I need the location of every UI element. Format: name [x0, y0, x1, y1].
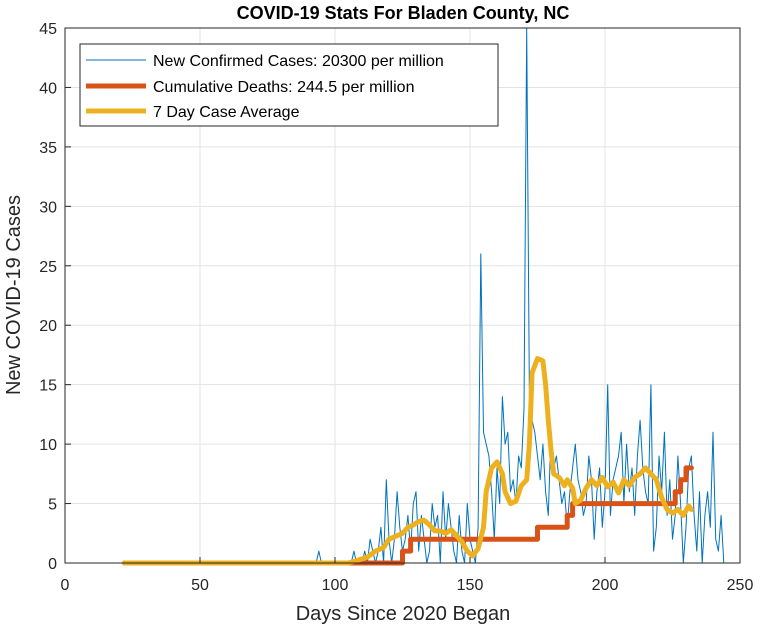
- y-tick-label: 15: [39, 378, 57, 395]
- legend-box: [79, 43, 499, 127]
- legend-label-average: 7 Day Case Average: [153, 104, 300, 121]
- y-tick-label: 25: [39, 259, 57, 276]
- legend-label-cases: New Confirmed Cases: 20300 per million: [153, 53, 444, 70]
- y-tick-label: 35: [39, 140, 57, 157]
- x-tick-label: 0: [61, 577, 70, 594]
- legend-label-deaths: Cumulative Deaths: 244.5 per million: [153, 79, 414, 96]
- series-7day-average-line: [121, 356, 694, 566]
- y-tick-label: 0: [48, 556, 57, 573]
- x-tick-label: 250: [727, 577, 754, 594]
- series-cumulative-deaths-line: [121, 465, 694, 566]
- y-tick-label: 40: [39, 80, 57, 97]
- y-tick-label: 45: [39, 21, 57, 38]
- x-tick-label: 100: [322, 577, 349, 594]
- y-tick-label: 20: [39, 318, 57, 335]
- y-tick-label: 5: [48, 497, 57, 514]
- y-tick-label: 30: [39, 199, 57, 216]
- y-tick-label: 10: [39, 437, 57, 454]
- chart-title: COVID-19 Stats For Bladen County, NC: [237, 3, 570, 23]
- tick-labels: 0 50 100 150 200 250 0 5 10 15 20 25 30 35 40 45: [39, 21, 753, 594]
- x-tick-label: 150: [457, 577, 484, 594]
- legend: New Confirmed Cases: 20300 per million C…: [79, 43, 499, 127]
- x-tick-label: 50: [191, 577, 209, 594]
- x-tick-label: 200: [592, 577, 619, 594]
- x-axis-label: Days Since 2020 Began: [296, 603, 511, 625]
- y-axis-label: New COVID-19 Cases: [3, 195, 25, 395]
- axes-box: [64, 27, 741, 564]
